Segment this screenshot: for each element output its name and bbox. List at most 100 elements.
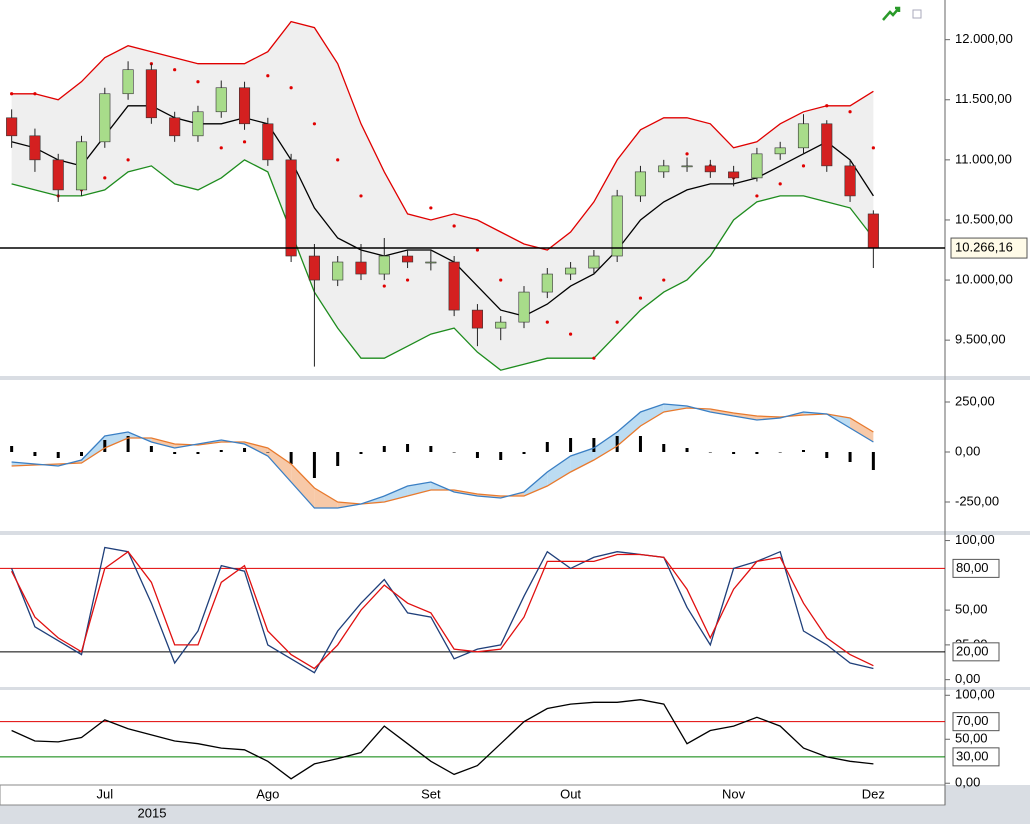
y-tick-label: 11.000,00 [955, 151, 1012, 166]
histogram-bar [499, 452, 503, 460]
sar-dot [219, 146, 223, 150]
histogram-bar [359, 452, 363, 454]
candle-body [402, 255, 414, 263]
candle-body [634, 171, 647, 197]
last-price-box [950, 237, 1028, 259]
macd-fill [314, 488, 338, 508]
histogram-bar [662, 444, 666, 452]
sar-dot [848, 110, 852, 114]
candle-body [867, 213, 879, 249]
y-tick-label: 0,00 [955, 671, 980, 686]
level-label-box [952, 558, 1000, 578]
candle-body [588, 255, 600, 269]
candle-body [308, 255, 320, 281]
candle-body [169, 117, 181, 137]
sar-dot [615, 320, 619, 324]
sar-dot [545, 320, 549, 324]
indicator-line [11, 20, 874, 251]
macd-fill [547, 456, 571, 486]
sar-dot [242, 140, 247, 144]
candle-body [565, 267, 577, 275]
histogram-bar [10, 446, 14, 452]
histogram-bar [592, 438, 596, 452]
candle-body [728, 171, 740, 179]
sar-dot [825, 104, 829, 108]
sar-dot [429, 206, 433, 210]
x-axis [0, 784, 946, 806]
indicator-line [11, 159, 874, 371]
level-label: 70,00 [956, 713, 989, 728]
level-label-box [952, 712, 1000, 732]
sar-dot [871, 146, 875, 150]
sar-dot [568, 332, 573, 336]
x-tick-label: Out [560, 786, 581, 801]
y-tick-label: 50,00 [955, 602, 988, 617]
y-tick-label: -250,00 [955, 493, 999, 508]
macd-fill [733, 413, 757, 420]
rsi-panel [0, 690, 1030, 785]
sar-dot [196, 80, 200, 84]
sar-dot [685, 152, 689, 156]
sar-dot [103, 176, 107, 180]
candle-body [122, 69, 134, 95]
histogram-bar [243, 448, 247, 452]
histogram-bar [732, 452, 736, 454]
histogram-bar [266, 452, 270, 453]
y-tick-label: 10.500,00 [955, 211, 1013, 226]
sar-dot [778, 182, 782, 186]
candle-body [215, 87, 227, 113]
y-tick-label: 100,00 [955, 687, 995, 702]
histogram-bar [755, 452, 759, 454]
candle-body [6, 117, 18, 137]
sar-dot [289, 86, 293, 90]
macd-line [11, 403, 874, 509]
candle-body [332, 261, 344, 281]
histogram-bar [80, 452, 84, 456]
sar-dot [382, 284, 386, 288]
macd-fill [850, 418, 874, 442]
histogram-bar [615, 436, 619, 452]
histogram-bar [475, 452, 479, 458]
macd-fill [267, 448, 292, 482]
candle-body [681, 165, 693, 168]
histogram-bar [638, 436, 642, 452]
sar-dot [10, 92, 14, 96]
indicator-line [11, 550, 874, 670]
sar-dot [266, 74, 270, 78]
macd-fill [151, 438, 175, 448]
candle-body [471, 309, 483, 329]
histogram-bar [336, 452, 340, 466]
macd-fill [593, 432, 618, 460]
candle-body [518, 291, 530, 323]
histogram-bar [196, 452, 200, 454]
signal-line [11, 407, 874, 505]
y-tick-label: 10.000,00 [955, 271, 1013, 286]
histogram-bar [452, 452, 456, 453]
sar-dot [405, 278, 410, 282]
histogram-bar [848, 452, 852, 462]
macd-fill [640, 404, 664, 426]
level-label: 20,00 [956, 643, 989, 658]
candle-body [145, 69, 157, 119]
histogram-bar [708, 452, 712, 453]
candle-body [238, 87, 251, 125]
histogram-bar [103, 440, 107, 452]
candle-body [541, 273, 553, 293]
macd-fill [291, 464, 315, 508]
sar-dot [33, 92, 37, 96]
candle-body [611, 195, 623, 257]
indicator-line [10, 546, 874, 674]
candle-body [448, 261, 460, 311]
y-tick-label: 9.500,00 [955, 332, 1006, 347]
histogram-bar [778, 452, 782, 453]
macd-fill [128, 432, 152, 442]
macd-fill [384, 486, 408, 502]
x-tick-label: Ago [256, 786, 279, 801]
candle-body [262, 123, 274, 161]
histogram-bar [871, 452, 875, 470]
level-label-box [952, 642, 1000, 662]
candle-body [355, 261, 367, 275]
candle-body [844, 165, 856, 197]
histogram-bar [56, 452, 60, 458]
